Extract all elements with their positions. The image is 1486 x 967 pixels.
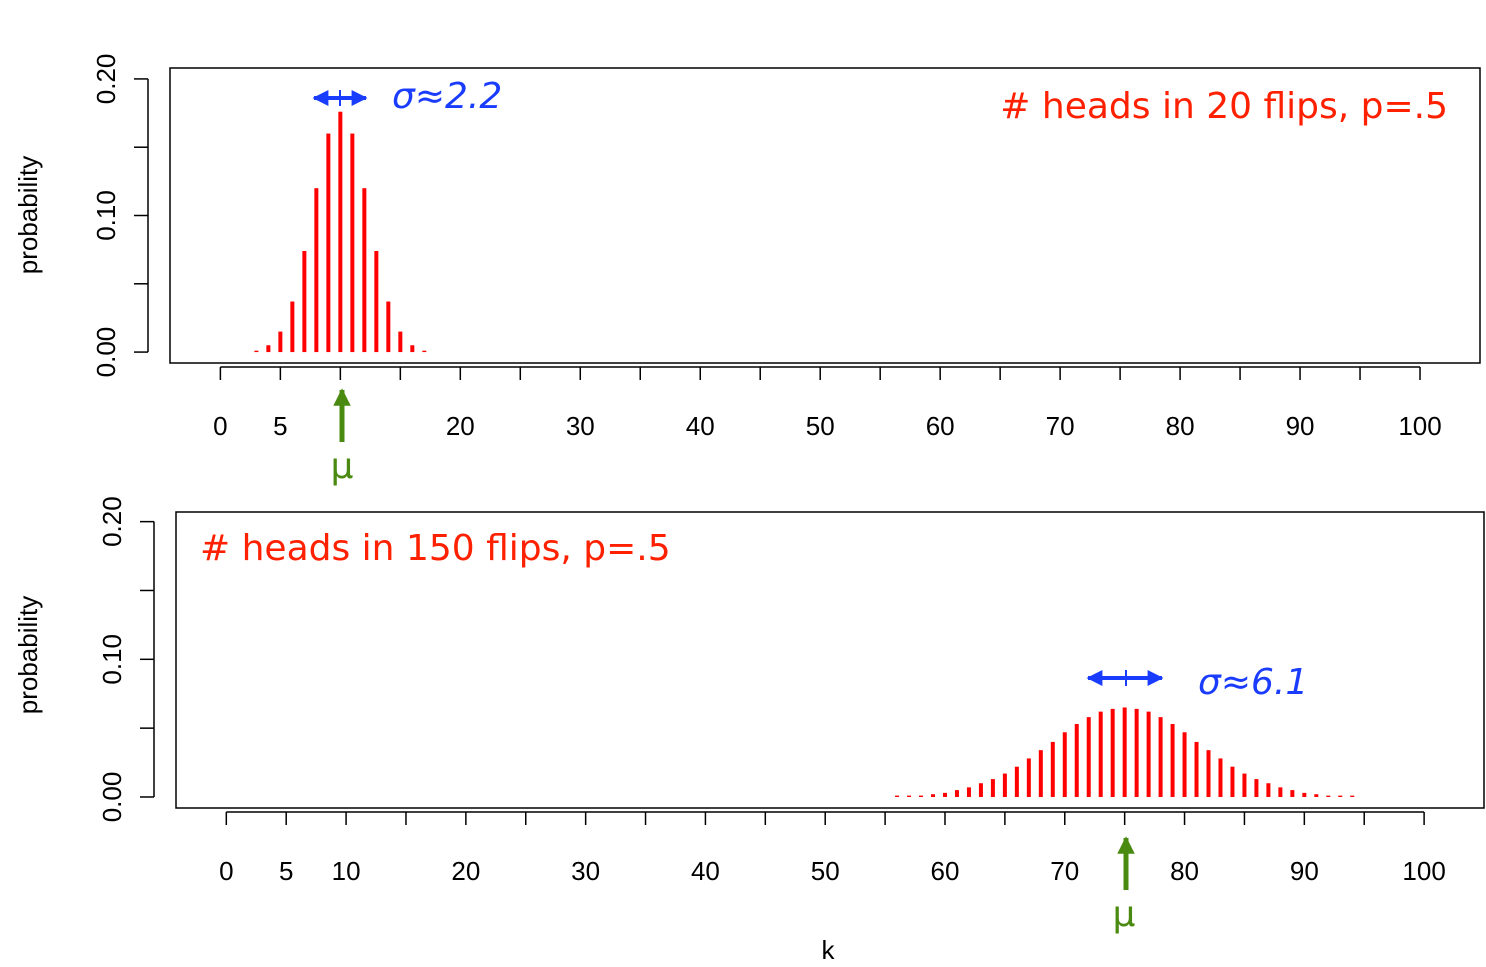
y-tick-label: 0.10 — [91, 190, 121, 241]
plot-frame — [169, 67, 1481, 364]
bar — [966, 787, 971, 797]
y-tick-label: 0.20 — [91, 54, 121, 105]
x-tick-label: 50 — [811, 856, 840, 886]
bar — [907, 795, 912, 797]
x-tick-label: 80 — [1170, 856, 1199, 886]
bar — [1122, 707, 1127, 797]
x-tick-label: 90 — [1290, 856, 1319, 886]
x-tick-label: 0 — [219, 856, 233, 886]
bar — [314, 188, 319, 353]
bar — [1146, 711, 1151, 797]
bar — [1074, 724, 1079, 797]
x-axis-label: k — [822, 935, 836, 965]
x-tick-label: 100 — [1398, 411, 1441, 441]
x-tick-label: 10 — [332, 856, 361, 886]
bar — [302, 251, 307, 353]
bar — [362, 188, 367, 353]
bar — [1350, 795, 1355, 797]
x-tick-label: 5 — [279, 856, 293, 886]
y-tick-label: 0.00 — [97, 772, 127, 823]
x-tick-label: 30 — [571, 856, 600, 886]
bar — [386, 301, 391, 353]
bar — [1110, 708, 1115, 797]
bar — [1182, 732, 1187, 797]
x-tick-label: 20 — [451, 856, 480, 886]
x-tick-label: 30 — [566, 411, 595, 441]
bar — [1230, 766, 1235, 797]
x-tick-label: 40 — [686, 411, 715, 441]
bar — [350, 133, 355, 353]
bar — [1158, 717, 1163, 797]
bar — [954, 790, 959, 797]
bar — [266, 345, 271, 353]
sigma-label: σ≈6.1 — [1198, 662, 1308, 703]
sigma-label: σ≈2.2 — [392, 76, 502, 117]
panel-title: # heads in 20 flips, p=.5 — [1000, 86, 1448, 127]
bar — [1038, 750, 1043, 797]
bar — [1242, 773, 1247, 797]
x-tick-label: 90 — [1286, 411, 1315, 441]
y-axis-label: probability — [13, 156, 43, 275]
bar — [410, 345, 415, 353]
bar — [398, 331, 403, 353]
bar — [338, 111, 343, 353]
x-tick-label: 60 — [926, 411, 955, 441]
bar — [290, 301, 295, 353]
bar — [990, 779, 995, 797]
x-tick-label: 70 — [1046, 411, 1075, 441]
bar — [278, 331, 283, 353]
bar — [1266, 783, 1271, 797]
y-tick-label: 0.20 — [97, 496, 127, 547]
bar — [978, 783, 983, 797]
x-tick-label: 20 — [446, 411, 475, 441]
bar — [1098, 711, 1103, 797]
bar — [1062, 732, 1067, 797]
bar — [1194, 741, 1199, 797]
x-tick-label: 60 — [931, 856, 960, 886]
plot-frame — [175, 511, 1485, 809]
bar — [326, 133, 331, 353]
bar — [1170, 724, 1175, 797]
y-axis-label: probability — [13, 596, 43, 715]
bar — [1254, 779, 1259, 797]
y-tick-label: 0.10 — [97, 634, 127, 685]
x-tick-label: 5 — [273, 411, 287, 441]
bar — [1302, 792, 1307, 797]
x-tick-label: 100 — [1402, 856, 1445, 886]
bar — [374, 251, 379, 353]
bar — [931, 794, 936, 797]
bar — [1314, 794, 1319, 797]
bar — [1134, 708, 1139, 797]
bar — [1026, 758, 1031, 797]
bar — [254, 350, 259, 353]
bar — [1002, 773, 1007, 797]
bar — [1326, 795, 1331, 797]
x-tick-label: 0 — [213, 411, 227, 441]
bar — [1218, 758, 1223, 797]
x-tick-label: 70 — [1050, 856, 1079, 886]
bar — [1086, 717, 1091, 797]
y-tick-label: 0.00 — [91, 327, 121, 378]
bar — [1014, 766, 1019, 797]
x-tick-label: 50 — [806, 411, 835, 441]
bar — [1206, 750, 1211, 797]
bar — [1278, 787, 1283, 797]
bar — [942, 792, 947, 797]
mu-label: μ — [1113, 894, 1136, 935]
bar — [1290, 790, 1295, 797]
bar — [1050, 741, 1055, 797]
mu-label: μ — [331, 446, 354, 487]
bar — [919, 795, 924, 797]
x-tick-label: 80 — [1166, 411, 1195, 441]
x-tick-label: 40 — [691, 856, 720, 886]
panel-title: # heads in 150 flips, p=.5 — [200, 528, 671, 569]
bar — [422, 350, 427, 353]
bar — [895, 795, 900, 797]
bar — [1338, 795, 1343, 797]
